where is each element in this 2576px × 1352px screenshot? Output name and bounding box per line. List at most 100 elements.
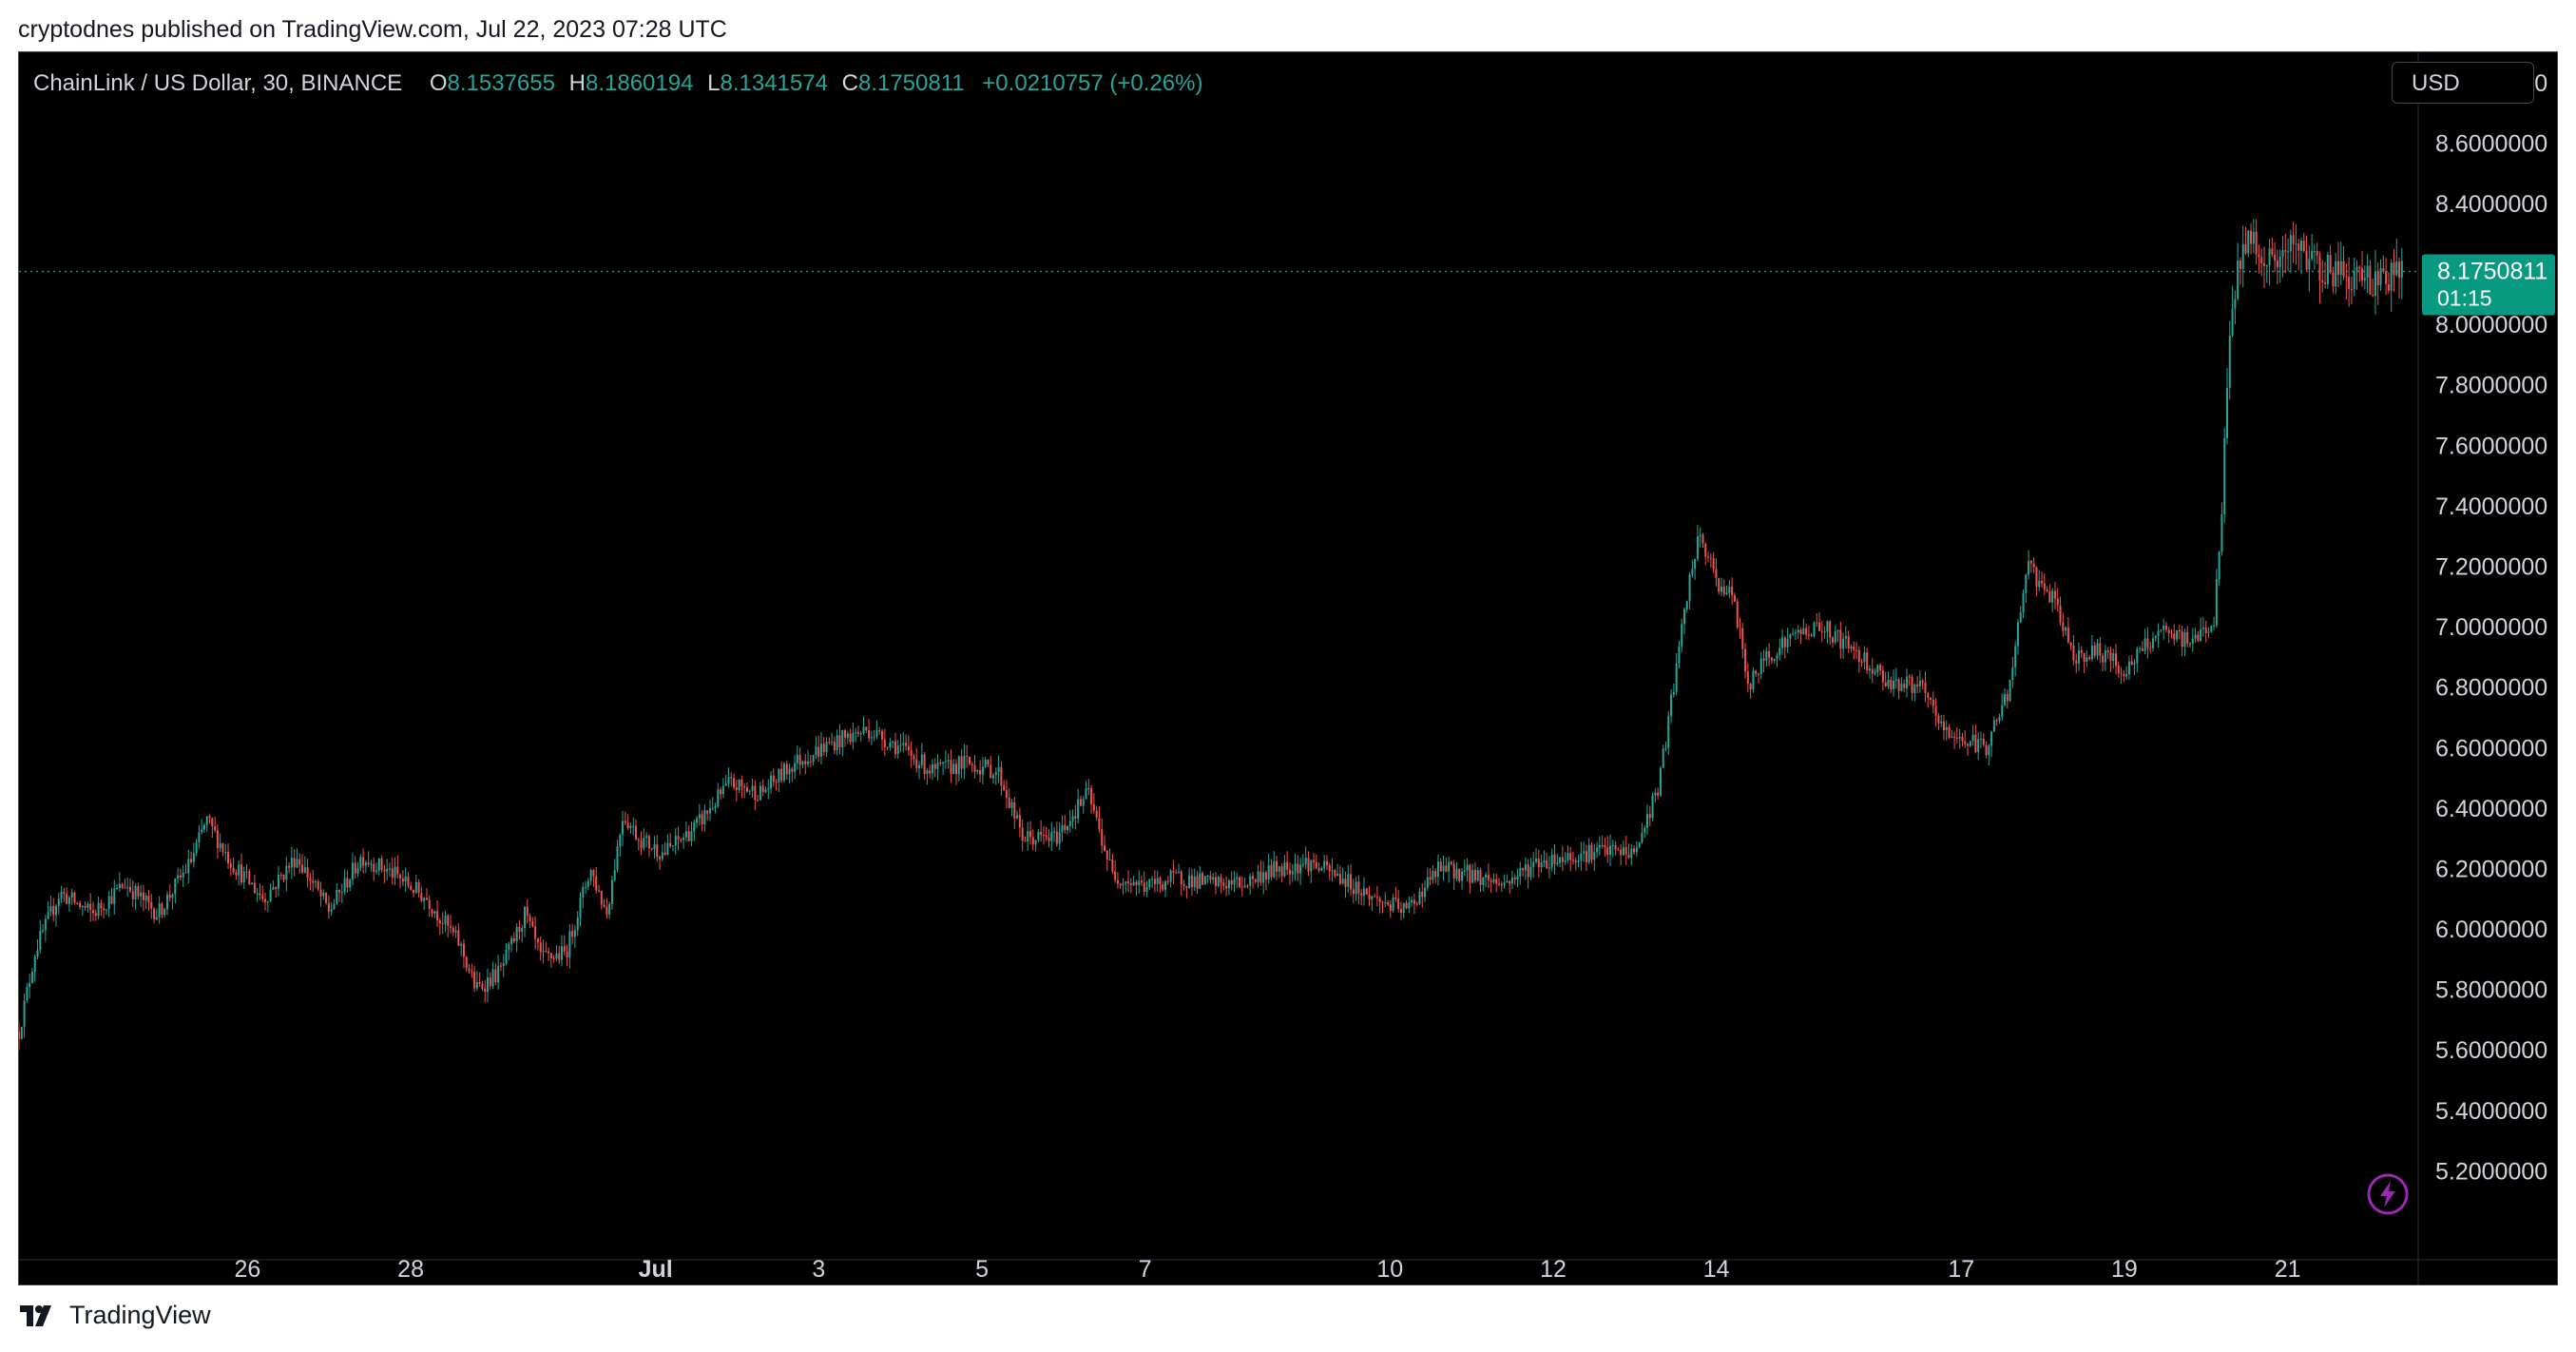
- candle-body: [2318, 255, 2321, 281]
- candle-body: [1905, 676, 1908, 688]
- high-label: H: [568, 70, 586, 96]
- candle-body: [1101, 829, 1104, 846]
- candle-body: [1598, 845, 1601, 848]
- candle-body: [1887, 679, 1890, 686]
- price-chart[interactable]: 5.2000000 5.4000000 5.6000000 5.8000000 6.00…: [19, 52, 2558, 1285]
- candle-body: [1254, 879, 1257, 882]
- candle-body: [497, 965, 500, 983]
- candle-body: [150, 902, 153, 909]
- candle-body: [1783, 637, 1786, 647]
- candle-body: [1402, 902, 1405, 914]
- candle-body: [889, 743, 892, 747]
- candle-body: [2183, 631, 2186, 647]
- candle-body: [2189, 643, 2192, 645]
- candle-body: [214, 826, 217, 831]
- candle-body: [1018, 815, 1021, 828]
- close-label: C: [841, 70, 858, 96]
- candle-body: [647, 836, 650, 849]
- candle-body: [76, 902, 79, 904]
- candle-body: [2311, 251, 2314, 260]
- price-tick-label: 5.6000000: [2435, 1037, 2547, 1064]
- candle-body: [2106, 650, 2109, 653]
- candle-body: [330, 909, 333, 912]
- candle-body: [1048, 837, 1050, 841]
- candle-body: [1355, 881, 1357, 895]
- candle-body: [121, 883, 124, 888]
- candle-body: [1879, 665, 1882, 670]
- candle-body: [1720, 587, 1722, 592]
- candle-body: [1672, 691, 1675, 695]
- candle-body: [963, 755, 966, 769]
- candle-body: [2016, 622, 2019, 647]
- candle-body: [2102, 655, 2105, 663]
- candle-body: [1913, 684, 1916, 693]
- candle-body: [367, 862, 370, 865]
- candle-body: [144, 896, 147, 900]
- candle-body: [721, 785, 724, 795]
- candle-body: [261, 895, 264, 899]
- candle-body: [1415, 903, 1418, 905]
- candle-body: [1881, 669, 1884, 683]
- candle-body: [1550, 854, 1553, 868]
- candle-body: [791, 768, 794, 772]
- candle-body: [902, 743, 905, 745]
- symbol-title[interactable]: ChainLink / US Dollar, 30, BINANCE: [33, 70, 403, 96]
- candle-body: [643, 838, 645, 849]
- candle-body: [1958, 736, 1961, 739]
- candle-body: [1977, 739, 1980, 752]
- chart-panel[interactable]: 5.2000000 5.4000000 5.6000000 5.8000000 6.00…: [18, 51, 2558, 1285]
- candle-body: [1148, 879, 1151, 888]
- candle-body: [1794, 632, 1797, 634]
- candle-body: [778, 768, 780, 783]
- candle-body: [2080, 649, 2083, 653]
- candle-body: [846, 733, 849, 738]
- candle-body: [285, 865, 288, 880]
- candle-body: [494, 969, 497, 983]
- candle-body: [2358, 266, 2361, 269]
- candle-body: [852, 732, 855, 743]
- candle-body: [1485, 875, 1488, 878]
- candle-body: [1111, 859, 1114, 872]
- candle-body: [2167, 629, 2170, 633]
- candle-body: [298, 859, 301, 865]
- candle-body: [984, 759, 987, 767]
- candle-body: [2141, 648, 2143, 651]
- candle-body: [2065, 627, 2067, 631]
- candle-body: [1847, 636, 1850, 649]
- candle-body: [2387, 283, 2390, 291]
- time-tick-label: 10: [1376, 1256, 1403, 1283]
- currency-button[interactable]: USD: [2392, 62, 2534, 104]
- candle-body: [1082, 799, 1085, 806]
- candle-body: [2083, 652, 2086, 663]
- candle-body: [140, 892, 143, 897]
- candle-body: [2019, 612, 2022, 623]
- candle-body: [1752, 670, 1755, 690]
- candle-body: [2225, 387, 2228, 438]
- candle-body: [1315, 861, 1317, 868]
- publish-caption: cryptodnes published on TradingView.com,…: [18, 16, 727, 43]
- candle-body: [1068, 821, 1071, 826]
- candle-body: [1227, 879, 1230, 889]
- candle-body: [1201, 873, 1204, 885]
- candle-body: [1596, 847, 1599, 853]
- candle-body: [2053, 590, 2056, 599]
- candle-body: [568, 931, 571, 958]
- candle-body: [370, 863, 373, 865]
- candle-body: [1140, 880, 1143, 883]
- candle-body: [1352, 889, 1355, 895]
- tradingview-logo-icon: [20, 1304, 51, 1326]
- candle-body: [1992, 720, 1995, 732]
- candle-body: [202, 824, 205, 830]
- candle-body: [2276, 261, 2278, 268]
- candle-body: [279, 874, 282, 876]
- candle-body: [2029, 560, 2032, 564]
- candle-body: [338, 890, 341, 893]
- lightning-icon[interactable]: [2366, 1172, 2410, 1216]
- candle-body: [380, 858, 383, 870]
- candle-body: [1918, 680, 1921, 686]
- candle-body: [1381, 901, 1384, 903]
- candle-body: [1741, 628, 1744, 649]
- candle-body: [1577, 860, 1580, 862]
- candle-body: [142, 892, 144, 900]
- candle-body: [128, 886, 131, 892]
